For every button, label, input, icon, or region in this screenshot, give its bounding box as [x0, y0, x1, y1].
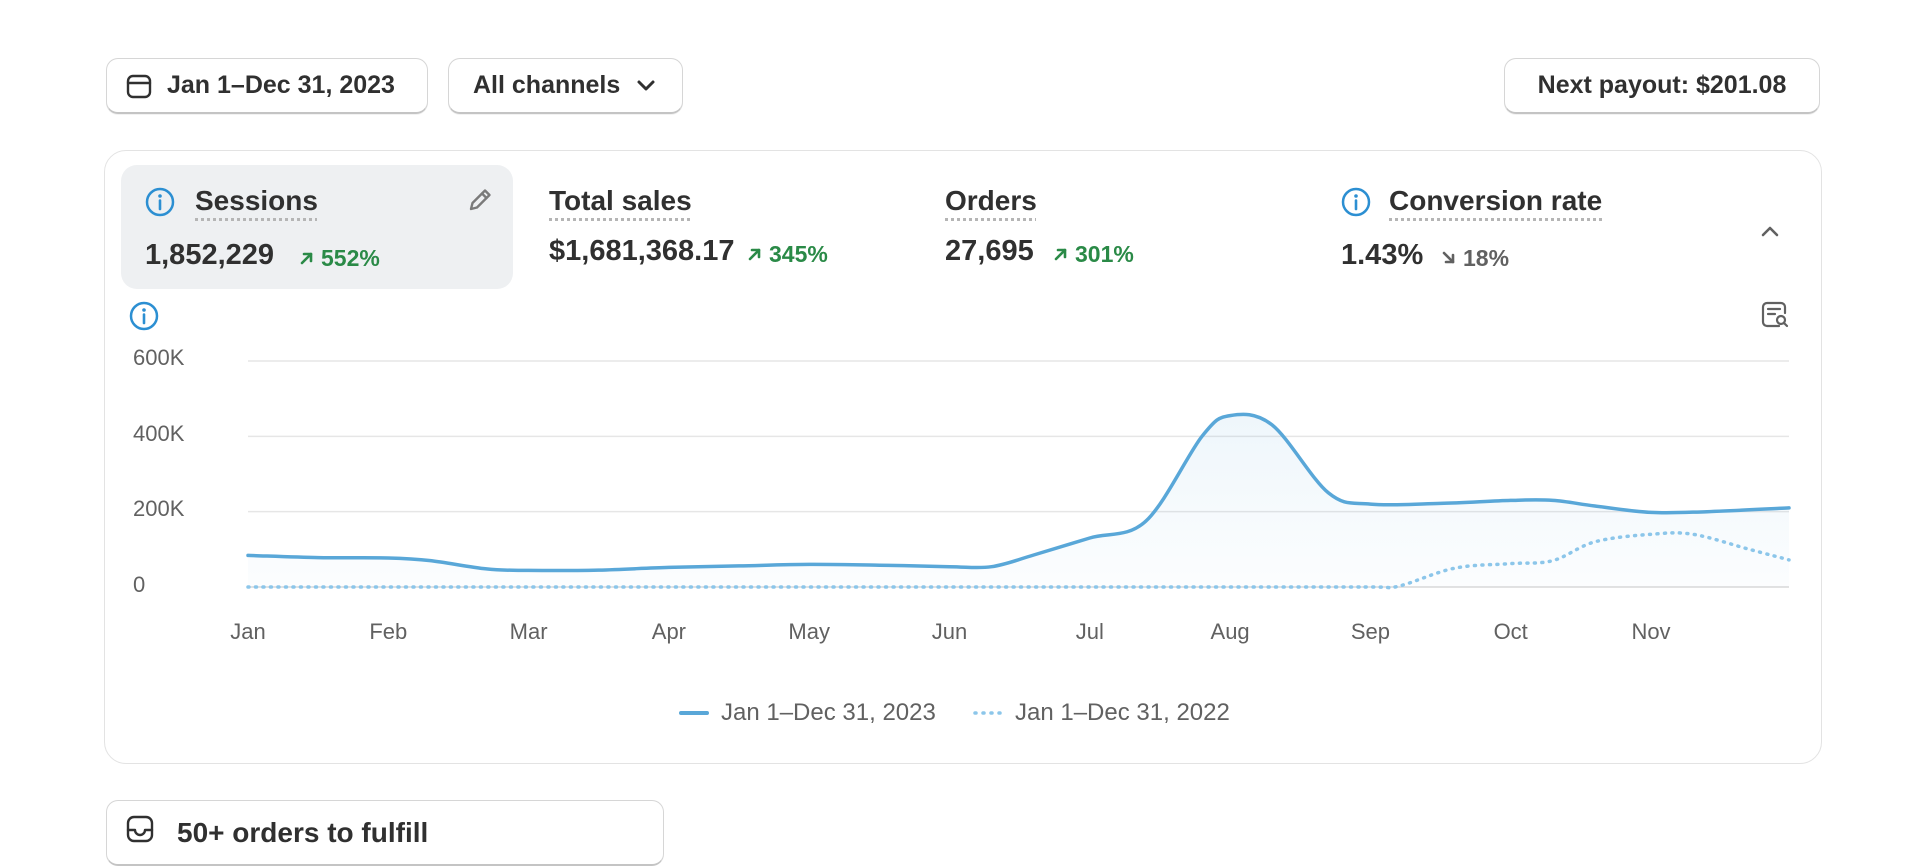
next-payout-label: Next payout: $201.08	[1537, 71, 1787, 99]
next-payout-button[interactable]: Next payout: $201.08	[1504, 58, 1820, 114]
info-icon[interactable]	[1341, 187, 1371, 217]
x-tick-label: Jan	[230, 619, 266, 644]
series-line-2022	[246, 531, 1791, 590]
view-report-icon[interactable]	[1759, 299, 1791, 336]
metric-delta: 18%	[1441, 245, 1509, 272]
metric-orders[interactable]: Orders 27,695 301%	[921, 165, 1301, 289]
metric-title: Sessions	[195, 185, 318, 216]
date-range-label: Jan 1–Dec 31, 2023	[167, 71, 395, 99]
x-tick-label: Jul	[1075, 619, 1104, 644]
metric-delta: 345%	[747, 241, 828, 268]
metric-delta-value: 345%	[769, 241, 828, 267]
channel-select[interactable]: All channels	[448, 58, 683, 114]
calendar-icon	[125, 72, 153, 100]
orders-to-fulfill-label: 50+ orders to fulfill	[177, 816, 429, 848]
arrow-up-right-icon	[1053, 241, 1069, 268]
x-tick-label: Apr	[651, 619, 687, 644]
metric-total-sales[interactable]: Total sales $1,681,368.17 345%	[525, 165, 905, 289]
pencil-icon[interactable]	[465, 185, 495, 220]
metric-sessions[interactable]: Sessions 1,852,229 552%	[121, 165, 513, 289]
metric-value: 1,852,229	[145, 239, 275, 271]
metric-title: Total sales	[549, 185, 692, 216]
metric-delta-value: 18%	[1463, 245, 1510, 271]
info-icon[interactable]	[145, 187, 175, 217]
metric-delta-value: 552%	[321, 245, 380, 271]
y-tick-label: 400K	[133, 421, 185, 446]
y-tick-label: 0	[133, 572, 146, 597]
x-tick-label: May	[788, 619, 830, 644]
x-tick-label: Sep	[1350, 619, 1390, 644]
x-tick-label: Mar	[509, 619, 548, 644]
series-area	[248, 414, 1789, 587]
y-tick-label: 600K	[133, 345, 185, 370]
legend-swatch-dotted	[973, 711, 1003, 715]
legend-label: Jan 1–Dec 31, 2022	[1015, 699, 1230, 726]
date-range-button[interactable]: Jan 1–Dec 31, 2023	[106, 58, 428, 114]
metric-delta-value: 301%	[1075, 241, 1134, 267]
metric-value: 27,695	[945, 235, 1034, 267]
metric-conversion-rate[interactable]: Conversion rate 1.43% 18%	[1317, 165, 1737, 289]
orders-to-fulfill-button[interactable]: 50+ orders to fulfill	[106, 800, 664, 866]
metric-title: Orders	[945, 185, 1037, 216]
inbox-icon	[125, 814, 155, 851]
x-tick-label: Feb	[369, 619, 408, 644]
legend-item-2022[interactable]: Jan 1–Dec 31, 2022	[973, 699, 1230, 727]
legend-swatch-solid	[679, 711, 709, 715]
analytics-card: Sessions 1,852,229 552% Total sales $1,6…	[104, 150, 1822, 764]
chevron-up-icon[interactable]	[1759, 223, 1781, 244]
arrow-down-right-icon	[1441, 245, 1457, 272]
series-line-2023	[246, 412, 1791, 573]
legend-item-2023[interactable]: Jan 1–Dec 31, 2023	[679, 699, 936, 727]
chevron-down-icon	[636, 79, 656, 93]
arrow-up-right-icon	[299, 245, 315, 272]
metric-delta: 301%	[1053, 241, 1134, 268]
y-tick-label: 200K	[133, 496, 185, 521]
metric-value: $1,681,368.17	[549, 235, 735, 267]
chart-info-icon[interactable]	[129, 301, 159, 331]
x-tick-label: Oct	[1493, 619, 1528, 644]
metric-title: Conversion rate	[1389, 185, 1603, 216]
arrow-up-right-icon	[747, 241, 763, 268]
metric-value: 1.43%	[1341, 239, 1424, 271]
x-tick-label: Nov	[1631, 619, 1671, 644]
legend-label: Jan 1–Dec 31, 2023	[721, 699, 936, 726]
x-tick-label: Jun	[931, 619, 968, 644]
metric-delta: 552%	[299, 245, 380, 272]
x-tick-label: Aug	[1210, 619, 1250, 644]
channel-select-label: All channels	[473, 71, 621, 99]
